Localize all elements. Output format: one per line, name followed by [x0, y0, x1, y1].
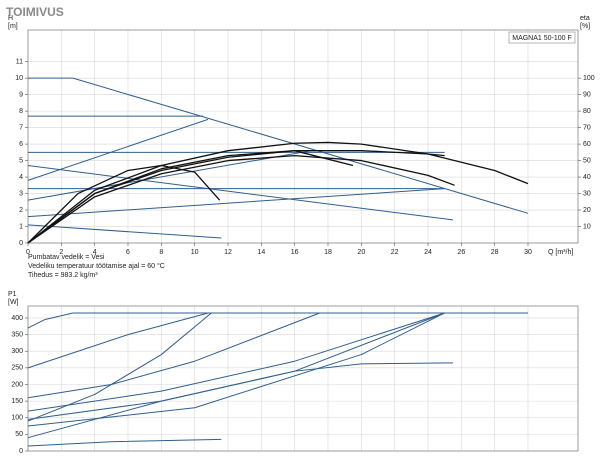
y2-tick-label: 50	[583, 157, 591, 164]
x-tick-label: 22	[391, 249, 399, 256]
y2-tick-label: 100	[583, 75, 595, 82]
curve	[27, 165, 454, 221]
y-tick-label: 100	[11, 415, 23, 422]
curve	[27, 438, 222, 447]
x-tick-label: 12	[224, 249, 232, 256]
note: Vedeliku temperatuur töötamise ajal = 60…	[28, 262, 165, 270]
y-tick-label: 10	[15, 75, 23, 82]
y-tick-label: 0	[19, 240, 23, 247]
y2-tick-label: 30	[583, 190, 591, 197]
y-tick-label: 300	[11, 348, 23, 355]
y-tick-label: 150	[11, 398, 23, 405]
y-tick-label: 9	[19, 91, 23, 98]
y-axis-label: H	[8, 15, 13, 22]
note: Tihedus = 983.2 kg/m³	[28, 272, 98, 279]
y-tick-label: 8	[19, 108, 23, 115]
y2-axis-unit: [%]	[580, 23, 590, 30]
y-tick-label: 6	[19, 141, 23, 148]
y-tick-label: 11	[16, 59, 23, 66]
y2-tick-label: 10	[583, 223, 591, 230]
note: Pumbatav vedelik = Vesi	[28, 254, 105, 261]
curve	[27, 312, 528, 329]
model-box	[508, 31, 576, 44]
y2-tick-label: 80	[583, 108, 591, 115]
x-tick-label: 26	[457, 249, 465, 256]
curve	[28, 77, 529, 214]
curve	[27, 312, 445, 420]
x-tick-label: 8	[159, 249, 163, 256]
x-tick-label: 0	[26, 249, 30, 256]
y-tick-label: 0	[19, 448, 23, 455]
y-tick-label: 5	[19, 157, 23, 164]
curve	[27, 150, 354, 244]
curve	[27, 312, 209, 369]
y-tick-label: 2	[19, 207, 23, 214]
x-tick-label: 20	[357, 249, 365, 256]
curve	[27, 312, 320, 399]
chart-title: TOIMIVUS	[6, 5, 64, 19]
y-axis-unit: [m]	[8, 23, 18, 30]
y-tick-label: 250	[11, 365, 23, 372]
y-tick-label: 3	[19, 190, 23, 197]
y2-tick-label: 90	[583, 91, 591, 98]
curve	[27, 154, 455, 244]
x-tick-label: 28	[491, 249, 499, 256]
curve	[27, 141, 529, 244]
y-axis-label: P1	[8, 291, 17, 298]
y-tick-label: 50	[15, 431, 23, 438]
y-tick-label: 400	[11, 315, 23, 322]
y-axis-unit: [W]	[8, 299, 19, 306]
x-tick-label: 4	[93, 249, 97, 256]
curve	[27, 164, 221, 244]
curve	[27, 150, 312, 201]
x-tick-label: 18	[324, 249, 332, 256]
y-tick-label: 200	[11, 381, 23, 388]
curve	[27, 118, 209, 181]
y-tick-label: 1	[19, 223, 23, 230]
y2-tick-label: 40	[583, 174, 591, 181]
x-tick-label: 2	[59, 249, 63, 256]
y-tick-label: 4	[19, 174, 23, 181]
y2-tick-label: 60	[583, 141, 591, 148]
y2-axis-label: eta	[580, 15, 590, 22]
x-tick-label: 6	[126, 249, 130, 256]
curve	[27, 188, 445, 218]
y-tick-label: 350	[11, 331, 23, 338]
x-tick-label: 30	[524, 249, 532, 256]
model-label: MAGNA1 50-100 F	[512, 35, 572, 42]
x-tick-label: 16	[291, 249, 299, 256]
curve	[27, 312, 445, 427]
x-axis-label: Q [m³/h]	[548, 249, 573, 256]
y2-tick-label: 20	[583, 207, 591, 214]
plot-frame	[27, 29, 579, 244]
curve	[27, 312, 445, 412]
y-tick-label: 7	[19, 124, 23, 131]
curve	[27, 312, 212, 422]
curve	[27, 224, 222, 239]
curve	[27, 362, 454, 439]
plot-frame	[27, 305, 579, 452]
x-tick-label: 24	[424, 249, 432, 256]
x-tick-label: 10	[191, 249, 199, 256]
y2-tick-label: 70	[583, 124, 591, 131]
x-tick-label: 14	[257, 249, 265, 256]
